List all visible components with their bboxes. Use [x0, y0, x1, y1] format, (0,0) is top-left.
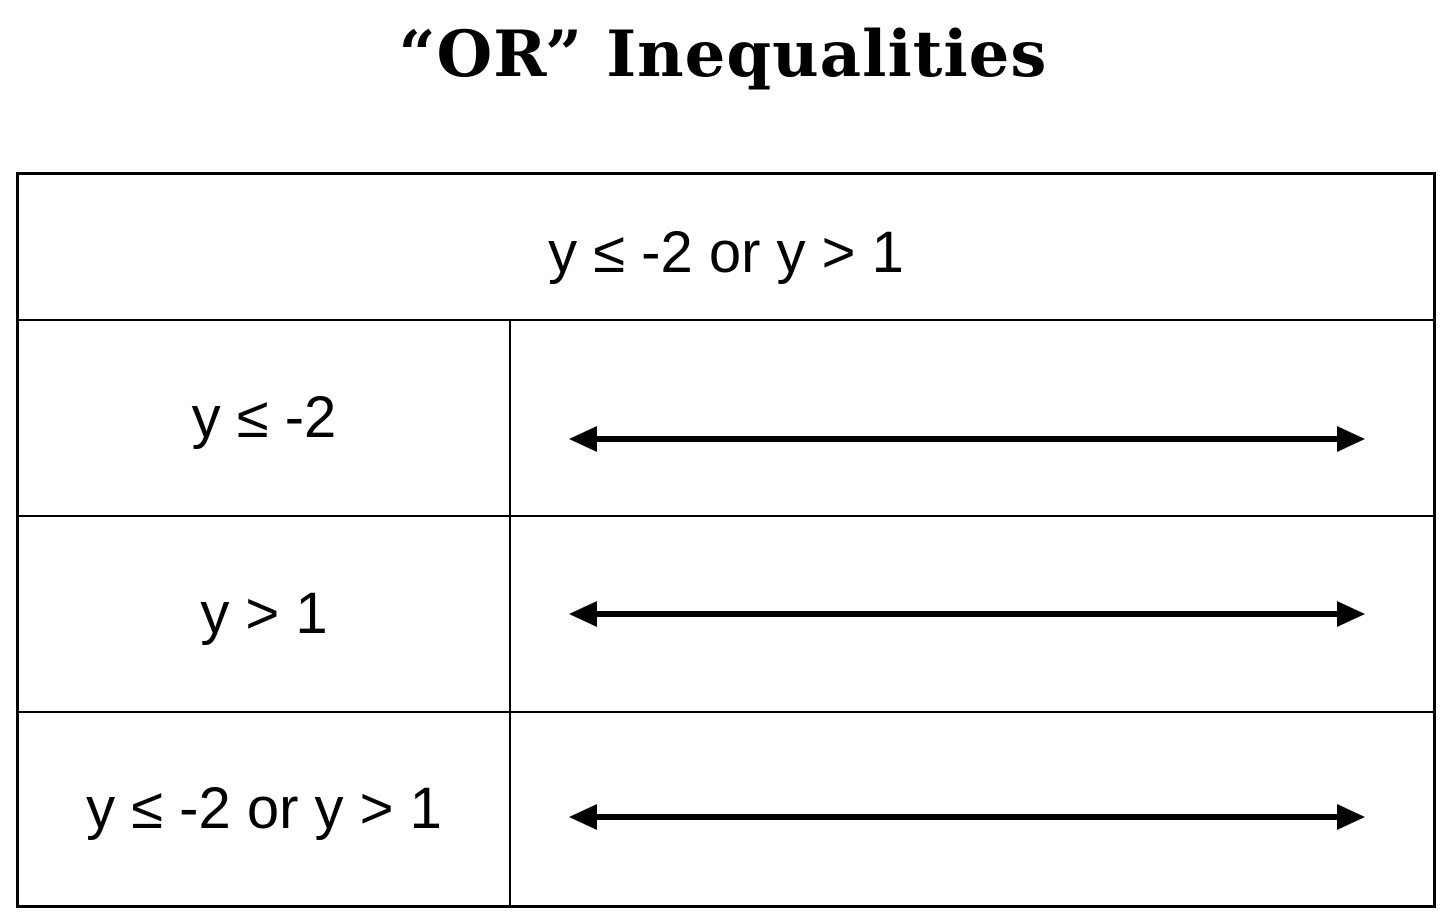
graph-cell	[511, 321, 1433, 515]
table-row: y > 1	[19, 517, 1433, 713]
graph-cell	[511, 713, 1433, 905]
row-label: y ≤ -2	[191, 385, 337, 450]
table-row: y ≤ -2 or y > 1	[19, 713, 1433, 905]
number-line[interactable]	[569, 599, 1365, 629]
row-label: y > 1	[200, 581, 328, 646]
graph-cell	[511, 517, 1433, 711]
row-label-cell: y > 1	[19, 517, 511, 711]
number-line[interactable]	[569, 802, 1365, 832]
double-arrow-icon	[569, 601, 1365, 627]
table-row: y ≤ -2	[19, 321, 1433, 517]
double-arrow-icon	[569, 426, 1365, 452]
number-line[interactable]	[569, 424, 1365, 454]
header-inequality: y ≤ -2 or y > 1	[548, 220, 904, 285]
inequality-table: y ≤ -2 or y > 1 y ≤ -2 y > 1	[16, 172, 1436, 908]
table-header: y ≤ -2 or y > 1	[19, 175, 1433, 321]
row-label: y ≤ -2 or y > 1	[86, 776, 442, 841]
page-title: “OR” Inequalities	[398, 17, 1048, 92]
double-arrow-icon	[569, 804, 1365, 830]
row-label-cell: y ≤ -2 or y > 1	[19, 713, 511, 905]
row-label-cell: y ≤ -2	[19, 321, 511, 515]
